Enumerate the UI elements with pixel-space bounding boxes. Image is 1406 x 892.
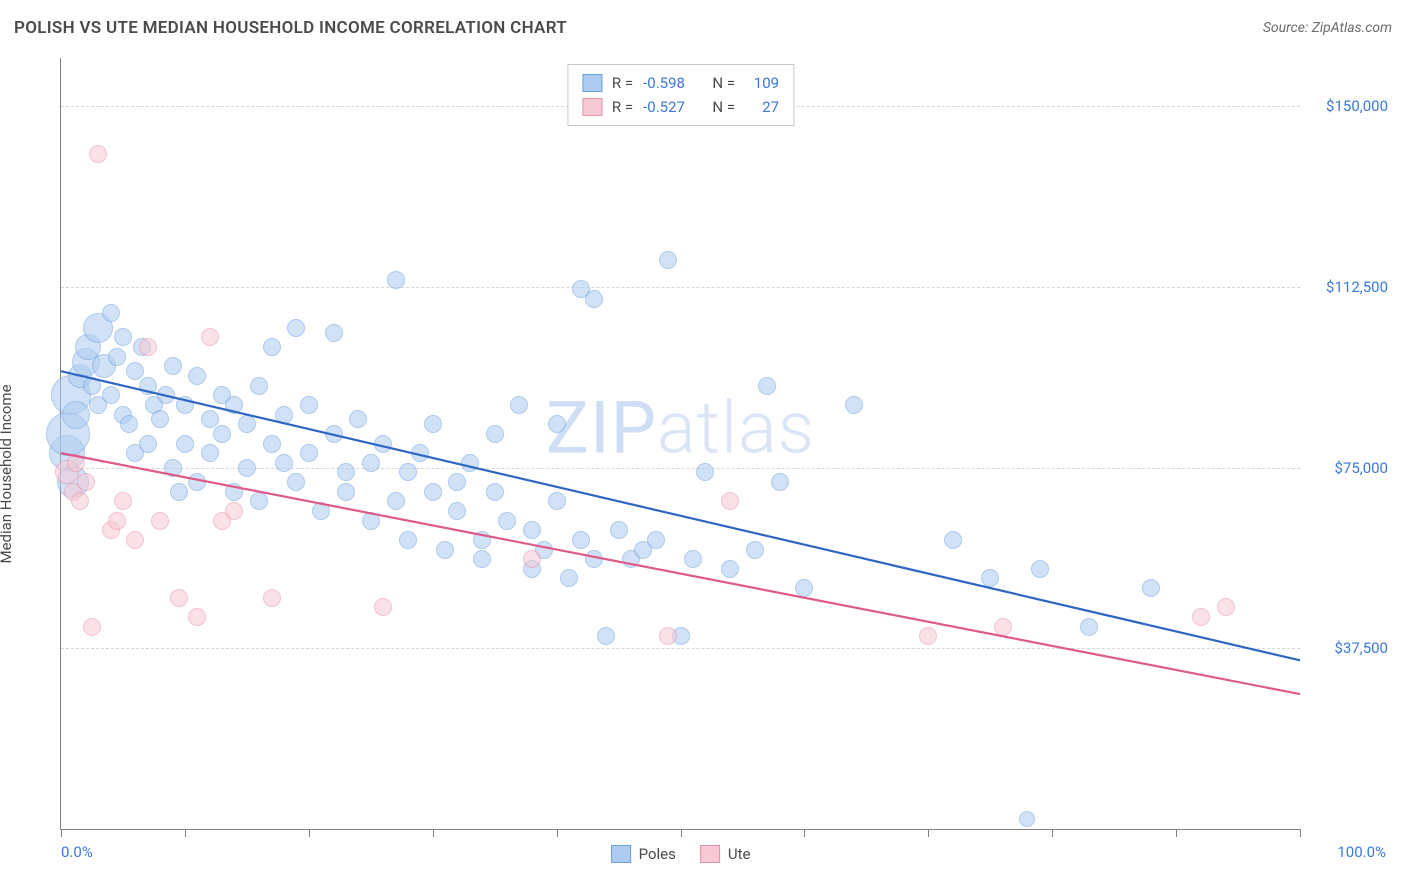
r-value: -0.598 xyxy=(643,71,685,95)
x-tick xyxy=(928,829,929,837)
correlation-row: R = -0.598 N = 109 xyxy=(582,71,779,95)
legend-swatch xyxy=(582,98,602,116)
trendline xyxy=(61,453,1300,694)
x-tick xyxy=(61,829,62,837)
x-tick xyxy=(1176,829,1177,837)
y-axis-label: Median Household Income xyxy=(0,384,15,563)
y-tick-label: $112,500 xyxy=(1306,278,1388,296)
plot-area: ZIPatlas R = -0.598 N = 109R = -0.527 N … xyxy=(60,58,1300,830)
r-value: -0.527 xyxy=(643,95,685,119)
series-legend: Poles Ute xyxy=(611,845,751,863)
x-tick xyxy=(433,829,434,837)
x-tick xyxy=(557,829,558,837)
legend-item: Poles xyxy=(611,845,676,863)
chart-container: Median Household Income ZIPatlas R = -0.… xyxy=(14,52,1392,878)
y-tick-label: $37,500 xyxy=(1306,639,1388,657)
x-tick xyxy=(185,829,186,837)
legend-label: Poles xyxy=(639,845,676,863)
x-tick xyxy=(681,829,682,837)
source-label: Source: ZipAtlas.com xyxy=(1263,20,1392,36)
n-label: N = xyxy=(712,95,735,119)
correlation-row: R = -0.527 N = 27 xyxy=(582,95,779,119)
chart-title: POLISH VS UTE MEDIAN HOUSEHOLD INCOME CO… xyxy=(14,18,567,38)
legend-swatch xyxy=(700,845,720,863)
legend-label: Ute xyxy=(728,845,751,863)
x-axis-end-label: 100.0% xyxy=(1337,843,1386,861)
y-tick-label: $150,000 xyxy=(1306,97,1388,115)
x-tick xyxy=(1052,829,1053,837)
r-label: R = xyxy=(612,95,633,119)
correlation-legend: R = -0.598 N = 109R = -0.527 N = 27 xyxy=(567,64,794,126)
trendlines-layer xyxy=(61,58,1300,829)
trendline xyxy=(61,371,1300,660)
n-value: 109 xyxy=(745,71,779,95)
x-tick xyxy=(804,829,805,837)
n-label: N = xyxy=(712,71,735,95)
x-tick xyxy=(309,829,310,837)
legend-swatch xyxy=(582,74,602,92)
y-tick-label: $75,000 xyxy=(1306,459,1388,477)
legend-item: Ute xyxy=(700,845,751,863)
r-label: R = xyxy=(612,71,633,95)
n-value: 27 xyxy=(745,95,779,119)
x-tick xyxy=(1300,829,1301,837)
x-axis-start-label: 0.0% xyxy=(61,843,93,861)
legend-swatch xyxy=(611,845,631,863)
